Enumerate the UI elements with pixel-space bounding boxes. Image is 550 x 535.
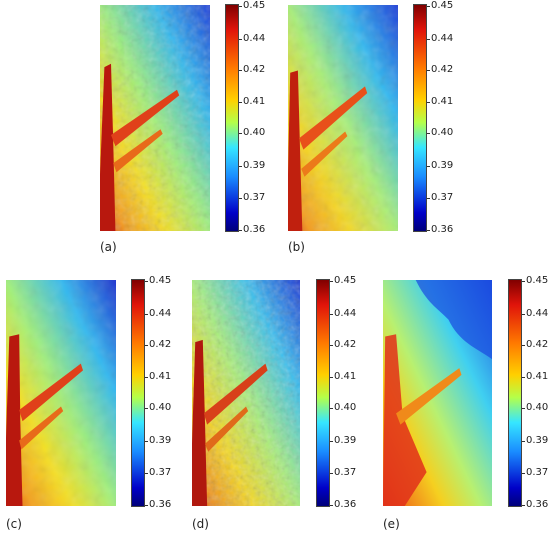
tick-b-6: 0.37 xyxy=(426,192,454,203)
tick-b-5: 0.39 xyxy=(426,160,454,171)
panel-label-a: (a) xyxy=(100,240,117,254)
tick-e-3: 0.41 xyxy=(521,371,549,382)
tick-d-3: 0.41 xyxy=(329,371,357,382)
tick-e-7: 0.36 xyxy=(521,499,549,510)
tick-a-1: 0.44 xyxy=(238,33,266,44)
colorbar-d xyxy=(316,279,330,507)
tick-c-5: 0.39 xyxy=(144,435,172,446)
tick-a-0: 0.45 xyxy=(238,0,266,11)
tick-b-0: 0.45 xyxy=(426,0,454,11)
tick-d-1: 0.44 xyxy=(329,308,357,319)
colorbar-e xyxy=(508,279,522,507)
tick-d-2: 0.42 xyxy=(329,339,357,350)
tick-d-5: 0.39 xyxy=(329,435,357,446)
tick-c-6: 0.37 xyxy=(144,467,172,478)
tick-a-2: 0.42 xyxy=(238,64,266,75)
tick-e-0: 0.45 xyxy=(521,275,549,286)
panel-label-c: (c) xyxy=(6,517,22,531)
tick-a-6: 0.37 xyxy=(238,192,266,203)
tick-b-3: 0.41 xyxy=(426,96,454,107)
heatmap-image-d xyxy=(192,280,300,506)
tick-b-1: 0.44 xyxy=(426,33,454,44)
heatmap-image-a xyxy=(100,5,210,231)
tick-e-5: 0.39 xyxy=(521,435,549,446)
tick-e-2: 0.42 xyxy=(521,339,549,350)
colorbar-a xyxy=(225,4,239,232)
panel-label-d: (d) xyxy=(192,517,209,531)
tick-d-6: 0.37 xyxy=(329,467,357,478)
heatmap-image-c xyxy=(6,280,116,506)
tick-c-3: 0.41 xyxy=(144,371,172,382)
tick-a-5: 0.39 xyxy=(238,160,266,171)
tick-b-7: 0.36 xyxy=(426,224,454,235)
tick-b-4: 0.40 xyxy=(426,127,454,138)
tick-c-4: 0.40 xyxy=(144,402,172,413)
panel-label-b: (b) xyxy=(288,240,305,254)
tick-c-7: 0.36 xyxy=(144,499,172,510)
tick-c-1: 0.44 xyxy=(144,308,172,319)
tick-d-0: 0.45 xyxy=(329,275,357,286)
tick-c-0: 0.45 xyxy=(144,275,172,286)
colorbar-b xyxy=(413,4,427,232)
tick-a-3: 0.41 xyxy=(238,96,266,107)
panel-label-e: (e) xyxy=(383,517,400,531)
tick-d-4: 0.40 xyxy=(329,402,357,413)
tick-e-1: 0.44 xyxy=(521,308,549,319)
tick-e-4: 0.40 xyxy=(521,402,549,413)
tick-d-7: 0.36 xyxy=(329,499,357,510)
tick-e-6: 0.37 xyxy=(521,467,549,478)
tick-c-2: 0.42 xyxy=(144,339,172,350)
tick-b-2: 0.42 xyxy=(426,64,454,75)
heatmap-image-e xyxy=(383,280,492,506)
colorbar-c xyxy=(131,279,145,507)
tick-a-7: 0.36 xyxy=(238,224,266,235)
tick-a-4: 0.40 xyxy=(238,127,266,138)
heatmap-image-b xyxy=(288,5,398,231)
